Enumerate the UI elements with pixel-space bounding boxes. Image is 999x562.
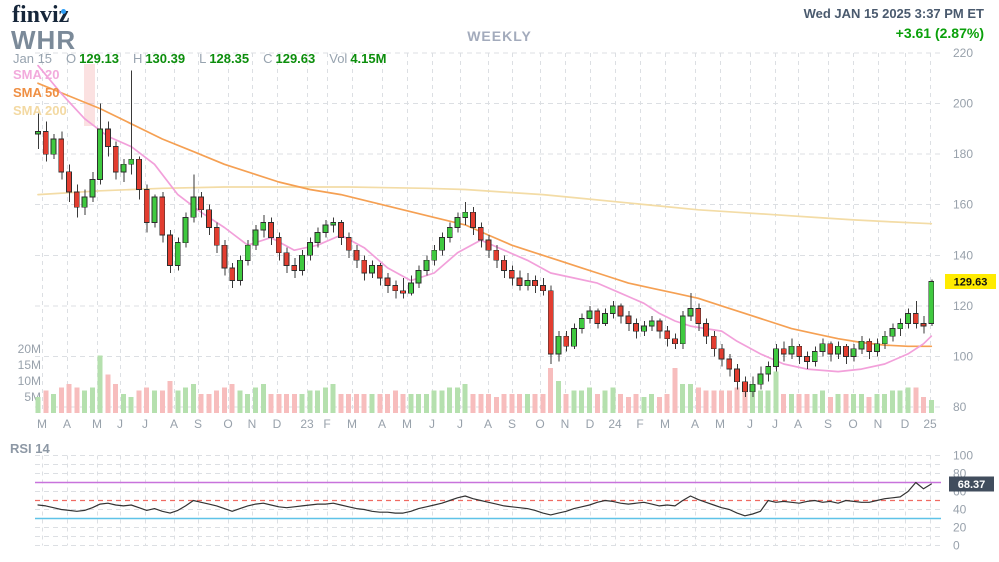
svg-text:A: A [170, 417, 178, 431]
svg-text:200: 200 [953, 97, 973, 111]
svg-text:25: 25 [923, 417, 937, 431]
sma50-legend: SMA 50 [13, 85, 60, 100]
sma200-legend: SMA 200 [13, 103, 67, 118]
rsi-value-badge [949, 476, 994, 492]
svg-text:J: J [457, 417, 463, 431]
svg-text:N: N [248, 417, 257, 431]
svg-text:10M: 10M [18, 374, 41, 388]
svg-text:160: 160 [953, 198, 973, 212]
svg-text:N: N [874, 417, 883, 431]
svg-text:100: 100 [953, 449, 973, 463]
svg-text:J: J [142, 417, 148, 431]
quote-close: C 129.63 [263, 51, 316, 66]
svg-text:F: F [323, 417, 330, 431]
svg-text:20: 20 [953, 521, 967, 535]
svg-text:N: N [561, 417, 570, 431]
svg-text:180: 180 [953, 147, 973, 161]
svg-text:M: M [660, 417, 670, 431]
svg-text:J: J [747, 417, 753, 431]
quote-open: O 129.13 [66, 51, 119, 66]
svg-text:S: S [824, 417, 832, 431]
svg-text:O: O [848, 417, 857, 431]
svg-text:A: A [691, 417, 699, 431]
svg-text:A: A [794, 417, 802, 431]
volume-bars [35, 355, 934, 413]
price-change: +3.61 (2.87%) [895, 25, 984, 41]
last-price-badge [945, 274, 996, 289]
svg-text:J: J [772, 417, 778, 431]
hover-highlight-artifact [84, 64, 95, 126]
svg-text:20M: 20M [18, 342, 41, 356]
sma-lines [37, 64, 933, 373]
svg-text:O: O [223, 417, 232, 431]
svg-text:S: S [508, 417, 516, 431]
timeframe-label: WEEKLY [467, 28, 532, 44]
svg-text:J: J [429, 417, 435, 431]
svg-text:24: 24 [608, 417, 622, 431]
svg-text:120: 120 [953, 299, 973, 313]
finviz-logo-blue-dot-icon [61, 9, 66, 14]
quote-high: H 130.39 [132, 51, 186, 66]
svg-text:S: S [194, 417, 202, 431]
svg-text:23: 23 [300, 417, 314, 431]
svg-text:O: O [535, 417, 544, 431]
svg-text:100: 100 [953, 349, 973, 363]
svg-text:D: D [273, 417, 282, 431]
svg-text:220: 220 [953, 46, 973, 60]
quote-low: L 128.35 [199, 51, 250, 66]
ohlc-readout: Jan 15 O 129.13 H 130.39 L 128.35 C 129.63 V… [13, 51, 386, 66]
grid-lines [35, 52, 941, 546]
svg-text:J: J [117, 417, 123, 431]
candlesticks [35, 70, 935, 397]
svg-text:140: 140 [953, 248, 973, 262]
svg-text:F: F [636, 417, 643, 431]
svg-text:129.63: 129.63 [954, 277, 988, 289]
svg-text:15M: 15M [18, 358, 41, 372]
svg-text:A: A [63, 417, 71, 431]
svg-text:A: A [378, 417, 386, 431]
quote-volume: Vol 4.15M [329, 51, 387, 66]
svg-text:0: 0 [953, 539, 960, 553]
quote-date: Jan 15 [13, 51, 53, 66]
quote-datetime: Wed JAN 15 2025 3:37 PM ET [803, 6, 984, 21]
svg-text:80: 80 [953, 400, 967, 414]
finviz-logo[interactable]: finviz [12, 2, 69, 29]
svg-text:M: M [402, 417, 412, 431]
svg-text:M: M [347, 417, 357, 431]
sma20-legend: SMA 20 [13, 67, 60, 82]
rsi-indicator-title: RSI 14 [10, 441, 50, 456]
svg-text:D: D [586, 417, 595, 431]
svg-text:D: D [901, 417, 910, 431]
svg-text:M: M [715, 417, 725, 431]
svg-text:68.37: 68.37 [958, 479, 986, 491]
ticker-symbol: WHR [11, 25, 77, 55]
svg-text:40: 40 [953, 503, 967, 517]
svg-text:M: M [37, 417, 47, 431]
svg-text:A: A [484, 417, 492, 431]
svg-text:M: M [92, 417, 102, 431]
value-badges: 129.63 68.37 [945, 274, 996, 492]
finviz-logo-text: finviz [12, 2, 70, 28]
rsi-pane [35, 481, 941, 520]
